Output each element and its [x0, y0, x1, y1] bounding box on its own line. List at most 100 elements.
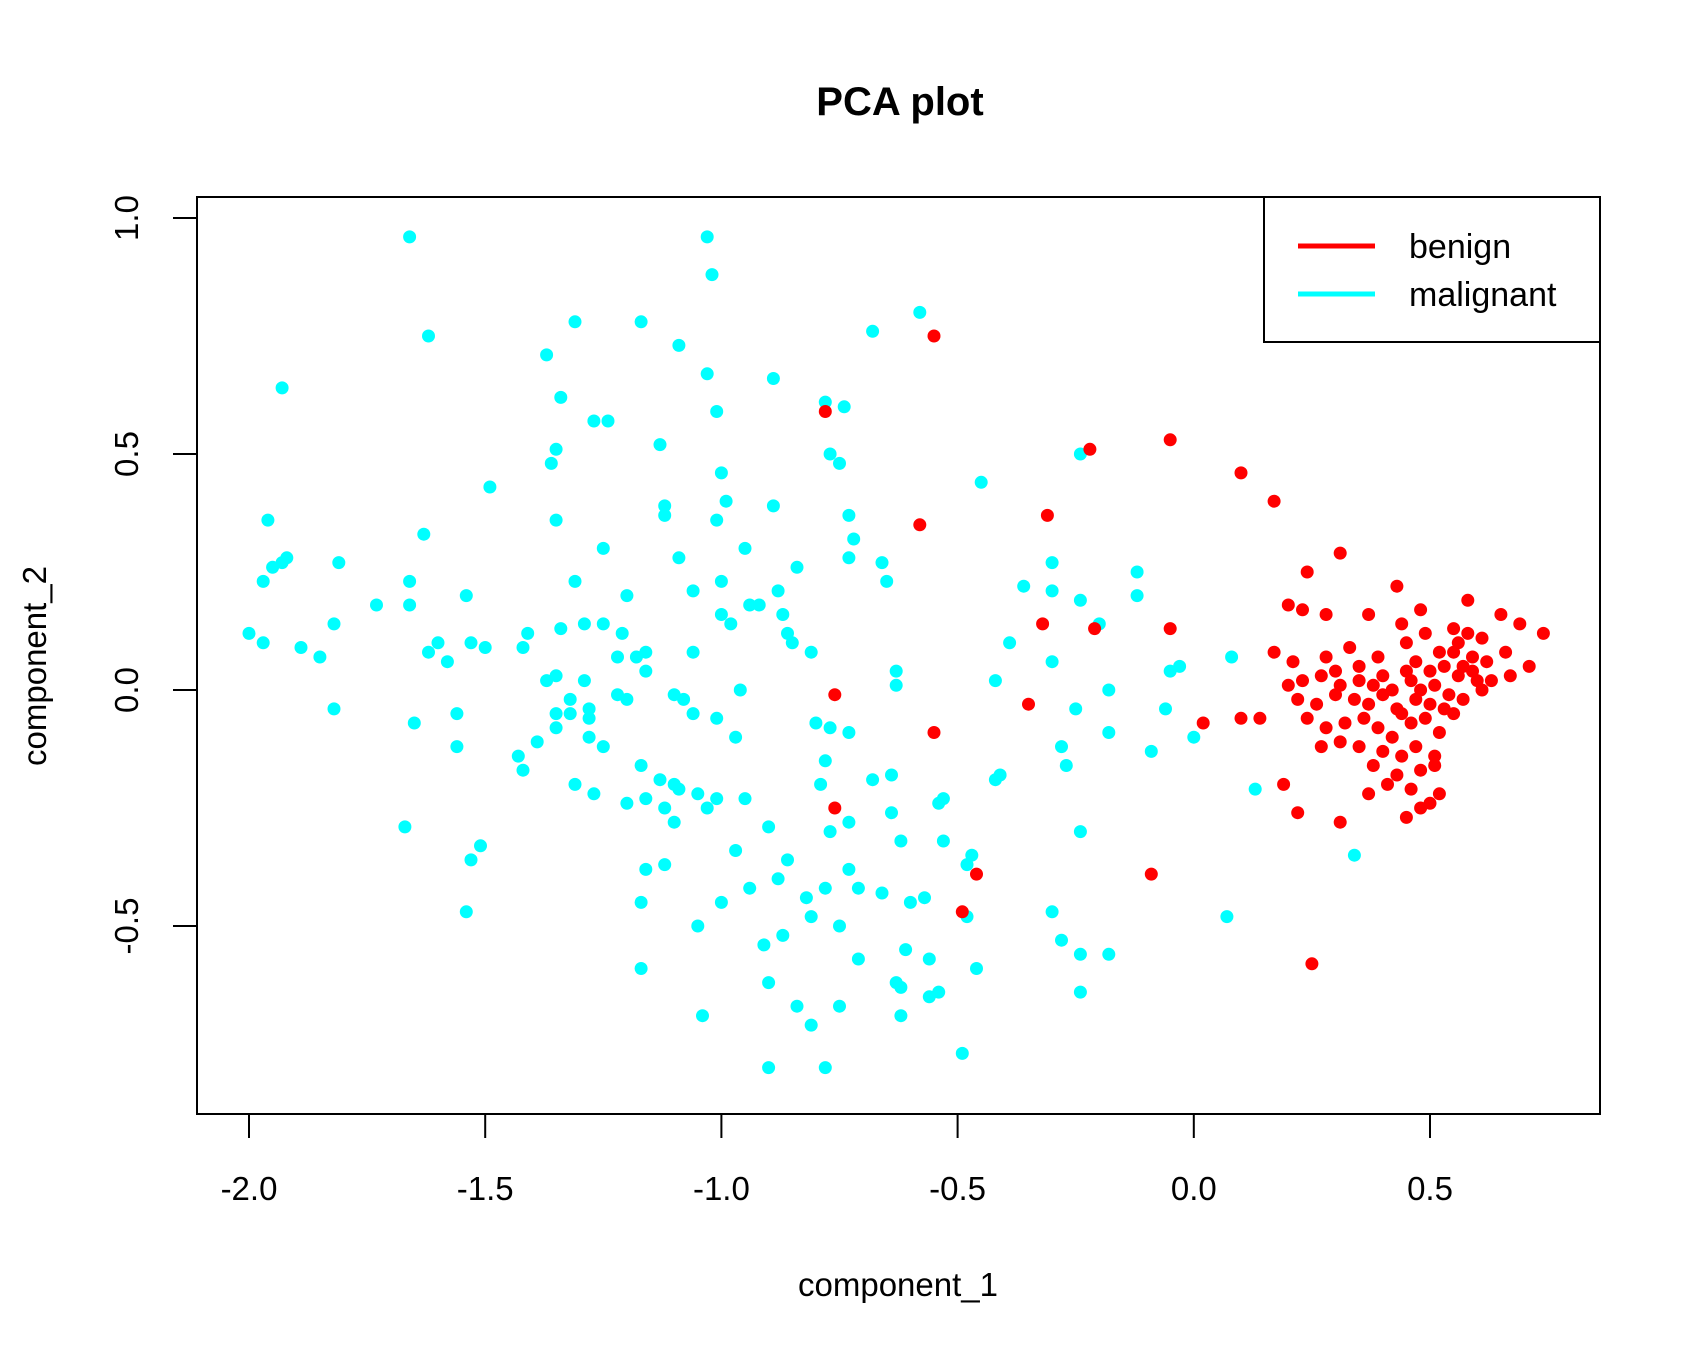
- data-point-benign: [1352, 674, 1366, 688]
- data-point-malignant: [327, 617, 341, 631]
- data-point-benign: [1432, 787, 1446, 801]
- data-point-malignant: [601, 414, 615, 428]
- data-point-benign: [1333, 546, 1347, 560]
- series-benign: [818, 329, 1550, 971]
- data-point-malignant: [766, 499, 780, 513]
- data-point-benign: [1267, 494, 1281, 508]
- data-point-malignant: [903, 895, 917, 909]
- data-point-malignant: [809, 716, 823, 730]
- data-point-benign: [1329, 688, 1342, 702]
- data-point-malignant: [710, 513, 724, 527]
- data-point-benign: [1267, 645, 1281, 659]
- data-point-malignant: [1102, 726, 1116, 739]
- data-point-malignant: [771, 872, 785, 886]
- data-point-malignant: [294, 641, 308, 654]
- data-point-malignant: [1073, 825, 1087, 839]
- data-point-benign: [1456, 692, 1470, 706]
- data-point-malignant: [1173, 659, 1187, 673]
- data-point-malignant: [1102, 947, 1116, 961]
- y-tick-label: 0.5: [108, 431, 145, 477]
- data-point-benign: [1319, 721, 1333, 735]
- data-point-benign: [1376, 669, 1390, 683]
- data-point-benign: [1281, 678, 1295, 692]
- data-point-malignant: [714, 466, 728, 480]
- data-point-malignant: [762, 1061, 776, 1075]
- data-point-malignant: [464, 853, 478, 867]
- data-point-malignant: [700, 230, 714, 244]
- data-point-malignant: [256, 574, 270, 588]
- data-point-malignant: [261, 513, 275, 527]
- data-point-malignant: [771, 584, 785, 598]
- data-point-malignant: [738, 541, 752, 555]
- x-axis-label: component_1: [798, 1266, 998, 1303]
- data-point-malignant: [639, 862, 653, 876]
- data-point-benign: [1522, 659, 1536, 673]
- data-point-benign: [1281, 598, 1295, 612]
- legend-label-malignant: malignant: [1409, 276, 1557, 314]
- data-point-malignant: [842, 508, 856, 522]
- data-point-malignant: [988, 674, 1002, 688]
- data-point-malignant: [700, 367, 714, 381]
- data-point-malignant: [563, 707, 577, 721]
- data-point-malignant: [275, 381, 289, 395]
- data-point-malignant: [1069, 702, 1083, 716]
- data-point-benign: [1385, 730, 1399, 744]
- data-point-benign: [1513, 617, 1527, 631]
- data-point-malignant: [568, 574, 582, 588]
- data-point-malignant: [677, 692, 691, 706]
- data-point-malignant: [511, 749, 525, 763]
- data-point-malignant: [620, 692, 634, 706]
- data-point-benign: [1144, 867, 1158, 881]
- data-point-benign: [1352, 659, 1366, 673]
- data-point-malignant: [1225, 650, 1239, 664]
- data-point-malignant: [710, 792, 724, 806]
- data-point-benign: [1291, 806, 1305, 820]
- data-point-malignant: [804, 1018, 818, 1032]
- data-point-malignant: [1144, 744, 1158, 758]
- data-point-malignant: [837, 400, 851, 414]
- data-point-benign: [1234, 711, 1248, 725]
- data-point-malignant: [327, 702, 341, 716]
- data-point-malignant: [474, 839, 487, 853]
- data-point-benign: [1253, 711, 1267, 725]
- data-point-benign: [913, 518, 927, 532]
- data-point-malignant: [672, 551, 686, 565]
- data-point-malignant: [1045, 584, 1059, 598]
- data-point-malignant: [766, 372, 780, 385]
- data-point-malignant: [1045, 655, 1059, 669]
- data-point-malignant: [403, 598, 417, 612]
- data-point-malignant: [1045, 556, 1059, 570]
- data-point-benign: [1428, 749, 1442, 763]
- data-point-malignant: [1073, 985, 1087, 999]
- data-point-malignant: [818, 1061, 832, 1075]
- data-point-malignant: [615, 626, 629, 640]
- data-point-malignant: [596, 541, 610, 555]
- data-point-malignant: [549, 513, 563, 527]
- x-tick-label: -0.5: [929, 1170, 986, 1207]
- data-point-benign: [1163, 433, 1177, 447]
- data-point-malignant: [851, 952, 865, 966]
- data-point-malignant: [885, 768, 898, 782]
- data-point-malignant: [530, 735, 544, 749]
- data-point-malignant: [672, 338, 686, 352]
- data-point-malignant: [894, 834, 908, 848]
- data-point-benign: [1338, 716, 1352, 730]
- data-point-malignant: [743, 881, 757, 895]
- data-point-malignant: [521, 626, 535, 640]
- data-point-malignant: [714, 895, 728, 909]
- data-point-malignant: [611, 650, 624, 664]
- data-point-malignant: [710, 711, 724, 725]
- data-point-benign: [1357, 711, 1371, 725]
- data-point-malignant: [743, 598, 757, 612]
- data-point-benign: [1428, 678, 1442, 692]
- data-point-benign: [1314, 740, 1328, 754]
- data-point-malignant: [577, 674, 591, 688]
- data-point-malignant: [568, 777, 582, 791]
- data-point-benign: [970, 867, 983, 881]
- data-point-malignant: [804, 910, 818, 924]
- data-point-benign: [828, 801, 842, 815]
- data-point-benign: [1036, 617, 1050, 631]
- data-point-benign: [1329, 664, 1342, 678]
- data-point-malignant: [880, 574, 894, 588]
